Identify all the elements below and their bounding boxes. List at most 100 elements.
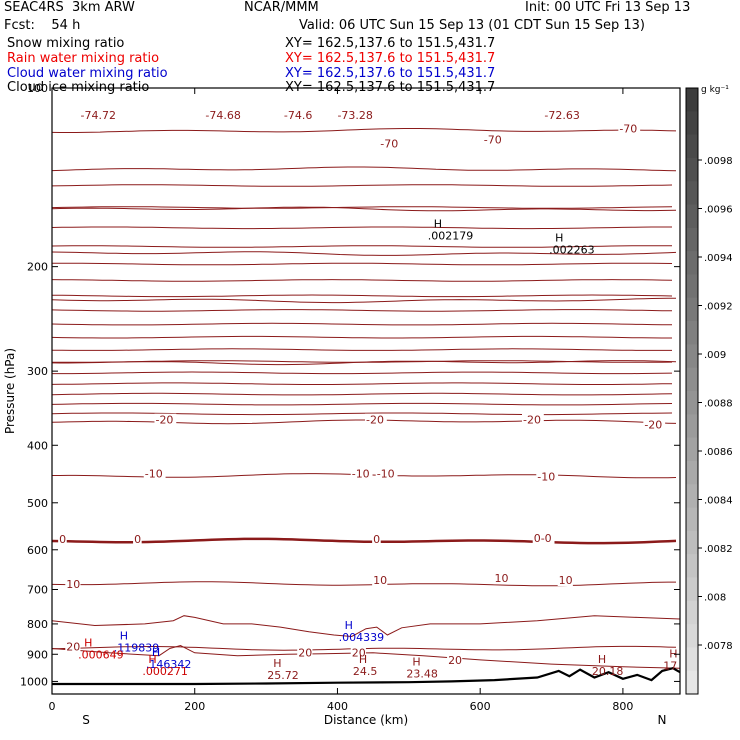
- colorbar-step: [686, 321, 698, 345]
- colorbar-step: [686, 297, 698, 322]
- colorbar-label: .0092: [704, 302, 733, 313]
- contour-label: -10: [352, 468, 370, 481]
- temperature-contour-minor: [51, 206, 673, 209]
- contour-label: -20: [523, 414, 541, 427]
- extremum-marker: H: [345, 619, 353, 632]
- temperature-contour-20: [51, 645, 677, 651]
- contour-label: 0: [373, 533, 380, 546]
- colorbar-step: [686, 157, 698, 182]
- contour-label-bg: [133, 533, 142, 546]
- contour-label: -20: [155, 414, 173, 427]
- temperature-contour-minor: [51, 226, 672, 230]
- contour-label: 10: [66, 578, 80, 591]
- contour-label-bg: [297, 646, 313, 659]
- extremum-value: 23.48: [406, 668, 438, 681]
- colorbar-step: [686, 88, 698, 112]
- y-tick-label: 500: [27, 497, 48, 510]
- colorbar-step: [686, 670, 698, 695]
- temperature-contour-minor: [51, 412, 673, 416]
- contour-label-bg: [282, 109, 318, 122]
- contour-label-bg: [379, 137, 402, 150]
- contour-label: -70: [380, 138, 398, 151]
- contour-label: -20: [366, 414, 384, 427]
- contour-label: 10: [559, 574, 573, 587]
- colorbar-step: [686, 391, 698, 415]
- temperature-contour--30: [51, 360, 677, 366]
- contour-label-bg: [154, 413, 177, 426]
- extremum-value: 25.72: [267, 669, 299, 682]
- contour-label: -74.6: [284, 109, 312, 122]
- contour-label-bg: [372, 574, 388, 587]
- temperature-contour-minor: [51, 245, 672, 248]
- north-label: N: [658, 713, 667, 727]
- colorbar-step: [686, 181, 698, 206]
- contour-label-bg: [350, 646, 366, 659]
- colorbar-label: .0098: [704, 156, 733, 167]
- temperature-contour--20: [51, 419, 677, 425]
- model-title: SEAC4RS 3km ARW: [4, 0, 135, 15]
- colorbar-label: .0088: [704, 399, 733, 410]
- extremum-value: 17: [663, 660, 677, 673]
- center-label: NCAR/MMM: [244, 0, 319, 15]
- contour-label-bg: [557, 574, 573, 587]
- contour-label-bg: [372, 533, 381, 546]
- contour-label: 0: [59, 533, 66, 546]
- colorbar-step: [686, 251, 698, 275]
- extremum-marker: H: [84, 637, 92, 650]
- temperature-contour-minor: [51, 294, 673, 298]
- contour-label: 20: [66, 640, 80, 653]
- colorbar-step: [686, 530, 698, 555]
- extremum-marker: H: [359, 653, 367, 666]
- contour-label-bg: [543, 109, 586, 122]
- contour-label-bg: [143, 467, 166, 480]
- colorbar-unit: g kg⁻¹: [701, 85, 729, 95]
- extremum-value: .000649: [78, 649, 124, 662]
- south-label: S: [82, 713, 90, 727]
- colorbar-label: .0086: [704, 447, 733, 458]
- field-xy-snow: XY= 162.5,137.6 to 151.5,431.7: [285, 36, 496, 51]
- contour-label-bg: [643, 418, 666, 431]
- extremum-marker: H: [555, 231, 563, 244]
- colorbar-label: .0084: [704, 496, 733, 507]
- contour-label-bg: [79, 109, 122, 122]
- temperature-contour-minor: [52, 371, 673, 375]
- contour-label: -74.68: [205, 109, 240, 122]
- temperature-contour-0: [51, 537, 677, 545]
- field-xy-rain: XY= 162.5,137.6 to 151.5,431.7: [285, 51, 496, 66]
- terrain-line: [52, 667, 681, 686]
- x-tick-label: 200: [184, 700, 205, 713]
- temperature-contour-minor: [51, 382, 673, 385]
- field-label-cloud-ice: Cloud ice mixing ratio: [7, 80, 150, 95]
- colorbar-step: [686, 624, 698, 648]
- extremum-marker: H: [669, 648, 677, 661]
- colorbar-label: .009: [704, 350, 726, 361]
- extremum-marker: H: [412, 656, 420, 669]
- temperature-contour-minor: [51, 392, 673, 396]
- extremum-value: .002263: [549, 243, 595, 256]
- contour-label-bg: [336, 109, 379, 122]
- extremum-value: .004339: [339, 631, 385, 644]
- colorbar-step: [686, 274, 698, 299]
- extremum-marker: H: [148, 653, 156, 666]
- y-tick-label: 900: [27, 648, 48, 661]
- temperature-contour--50: [51, 251, 677, 256]
- x-tick-label: 400: [327, 700, 348, 713]
- colorbar-label: .0096: [704, 205, 733, 216]
- contour-label: -20: [644, 419, 662, 432]
- contour-label: 0: [134, 533, 141, 546]
- colorbar-step: [686, 577, 698, 602]
- extremum-value: .146342: [146, 658, 192, 671]
- contour-label: 20: [448, 654, 462, 667]
- extremum-value: .119839: [114, 641, 160, 654]
- contour-label-bg: [350, 467, 373, 480]
- temperature-contour-minor: [51, 184, 673, 187]
- contour-label: -10: [145, 468, 163, 481]
- contour-label-bg: [522, 413, 544, 426]
- contour-label: 20: [298, 646, 312, 659]
- boundary-layer-contour: [51, 615, 681, 638]
- contour-label-bg: [65, 577, 81, 590]
- x-axis-label: Distance (km): [324, 713, 408, 727]
- contour-label-bg: [365, 413, 387, 426]
- temperature-contour-minor: [51, 309, 673, 312]
- contour-label: -10: [537, 470, 555, 483]
